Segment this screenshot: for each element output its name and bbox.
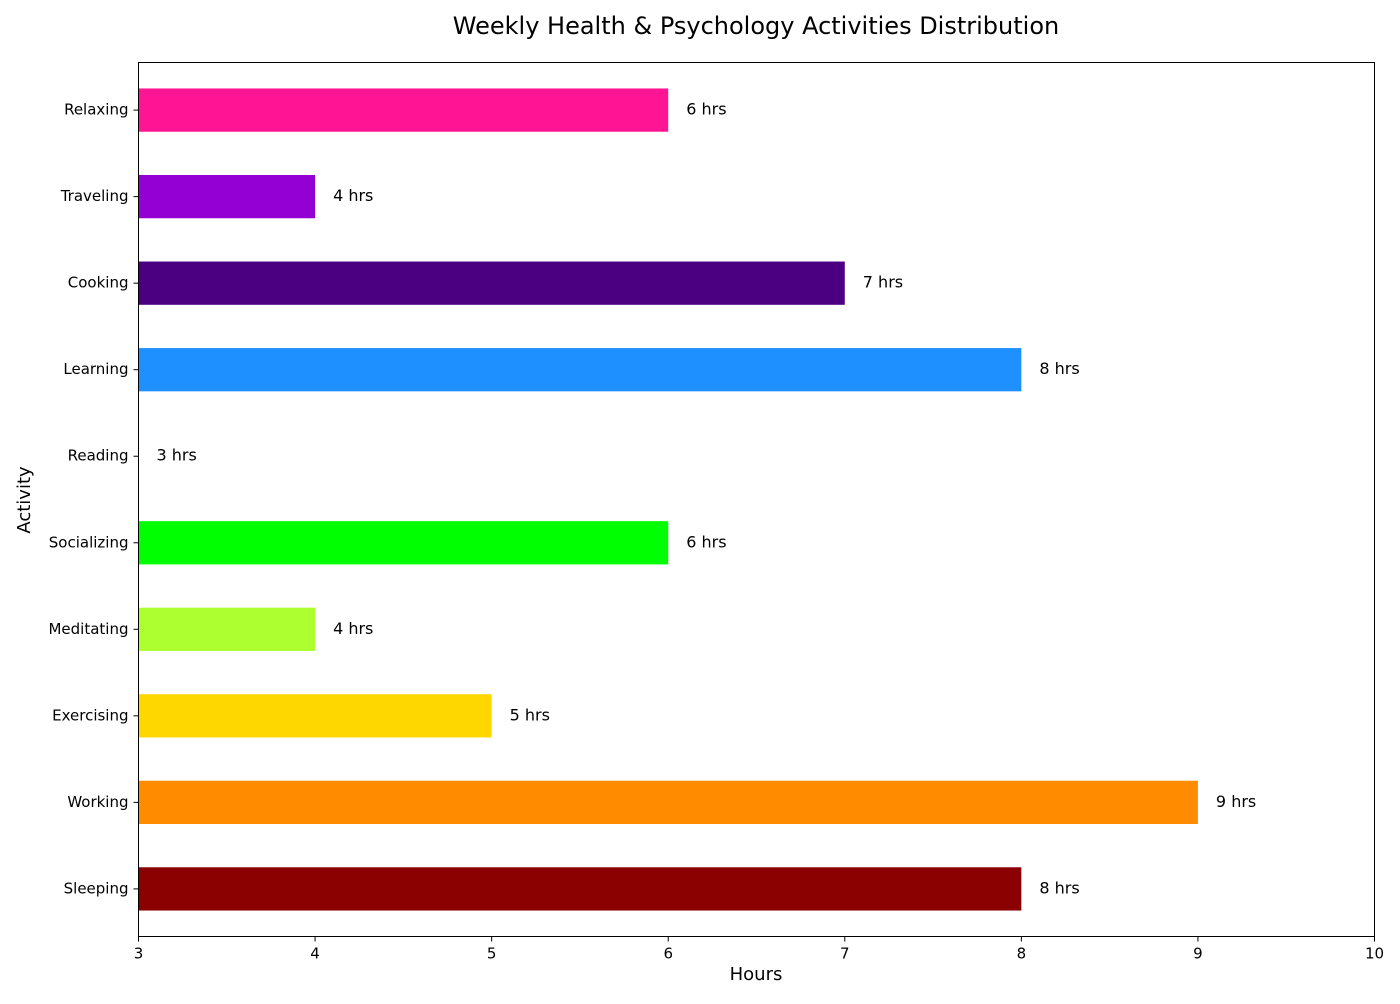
value-label-reading: 3 hrs xyxy=(157,446,197,465)
y-tick-label-working: Working xyxy=(67,793,128,811)
y-tick-label-traveling: Traveling xyxy=(60,187,129,205)
value-label-working: 9 hrs xyxy=(1216,792,1256,811)
bar-exercising xyxy=(138,694,492,738)
y-tick-label-sleeping: Sleeping xyxy=(64,879,129,897)
y-tick-label-exercising: Exercising xyxy=(52,706,128,724)
value-label-relaxing: 6 hrs xyxy=(686,100,726,119)
y-axis: Sleeping Working Exercising Meditating Socia… xyxy=(48,101,139,897)
y-tick-label-reading: Reading xyxy=(68,447,129,465)
bar-working xyxy=(138,780,1198,825)
x-tick-label-4: 4 xyxy=(310,945,320,963)
bar-sleeping xyxy=(138,867,1022,911)
y-tick-label-socializing: Socializing xyxy=(49,533,129,551)
y-tick-label-relaxing: Relaxing xyxy=(64,101,128,119)
bar-meditating xyxy=(138,607,316,651)
bar-relaxing xyxy=(138,88,669,132)
x-tick-label-8: 8 xyxy=(1017,945,1027,963)
value-label-exercising: 5 hrs xyxy=(510,705,550,724)
value-labels: 8 hrs 9 hrs 5 hrs 4 hrs 6 hrs 3 hrs 8 hrs 7 hrs… xyxy=(157,100,1257,898)
x-tick-label-7: 7 xyxy=(840,945,850,963)
bar-cooking xyxy=(138,261,845,305)
value-label-meditating: 4 hrs xyxy=(333,619,373,638)
y-tick-label-meditating: Meditating xyxy=(48,620,128,638)
bars-layer xyxy=(138,88,1198,911)
x-tick-label-6: 6 xyxy=(663,945,673,963)
x-tick-label-10: 10 xyxy=(1365,945,1384,963)
y-tick-label-learning: Learning xyxy=(63,360,128,378)
value-label-learning: 8 hrs xyxy=(1039,359,1079,378)
chart-title: Weekly Health & Psychology Activities Di… xyxy=(453,12,1059,40)
y-tick-label-cooking: Cooking xyxy=(68,274,129,292)
x-axis-label: Hours xyxy=(730,964,783,985)
x-tick-label-3: 3 xyxy=(134,945,144,963)
x-axis: 3 4 5 6 7 8 9 10 xyxy=(134,936,1384,963)
x-tick-label-5: 5 xyxy=(487,945,497,963)
bar-traveling xyxy=(138,174,316,219)
plot-frame xyxy=(138,62,1375,937)
value-label-socializing: 6 hrs xyxy=(686,532,726,551)
value-label-sleeping: 8 hrs xyxy=(1039,878,1079,897)
bar-socializing xyxy=(138,521,669,565)
y-axis-label: Activity xyxy=(14,466,35,534)
x-tick-label-9: 9 xyxy=(1193,945,1203,963)
value-label-cooking: 7 hrs xyxy=(863,273,903,292)
value-label-traveling: 4 hrs xyxy=(333,186,373,205)
bar-learning xyxy=(138,348,1022,392)
